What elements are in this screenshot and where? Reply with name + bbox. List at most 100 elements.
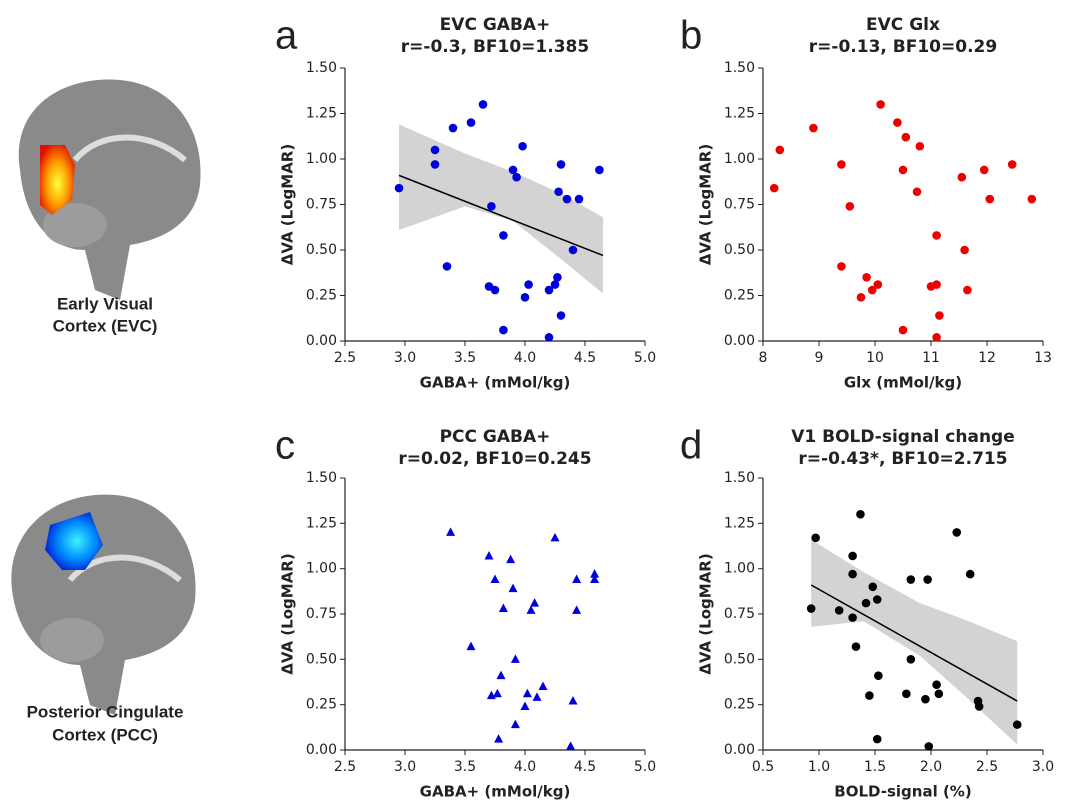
confidence-band — [399, 124, 603, 293]
point — [923, 575, 932, 584]
point — [856, 510, 865, 519]
point — [975, 702, 984, 711]
y-tick-label: 0.00 — [724, 333, 755, 349]
point — [595, 166, 604, 175]
point — [511, 720, 520, 729]
point — [575, 195, 584, 204]
point — [551, 533, 560, 542]
point — [848, 613, 857, 622]
x-axis-label: GABA+ (mMol/kg) — [420, 783, 571, 801]
point — [511, 654, 520, 663]
y-tick-label: 0.75 — [306, 197, 337, 213]
x-tick-label: 2.5 — [334, 759, 356, 775]
chart-subtitle: r=0.02, BF10=0.245 — [398, 449, 591, 469]
brain-evc — [19, 80, 201, 300]
point — [935, 689, 944, 698]
panel-letter: a — [275, 14, 298, 58]
point — [485, 551, 494, 560]
y-tick-label: 0.25 — [306, 288, 337, 304]
x-tick-label: 4.0 — [514, 350, 536, 366]
x-tick-label: 12 — [978, 350, 996, 366]
y-tick-label: 0.00 — [724, 742, 755, 758]
y-tick-label: 0.75 — [724, 197, 755, 213]
x-tick-label: 3.0 — [1032, 759, 1054, 775]
y-axis-label: ΔVA (LogMAR) — [279, 144, 297, 265]
panel-letter: b — [680, 14, 702, 58]
chart-subtitle: r=-0.43*, BF10=2.715 — [798, 449, 1007, 469]
brain-pcc — [11, 495, 195, 715]
point — [835, 606, 844, 615]
point — [497, 671, 506, 680]
point — [551, 280, 560, 289]
panel-letter: d — [680, 424, 702, 468]
x-tick-label: 13 — [1034, 350, 1052, 366]
y-tick-label: 0.75 — [724, 606, 755, 622]
point — [449, 124, 458, 133]
point — [554, 187, 563, 196]
point — [874, 671, 883, 680]
point — [963, 286, 972, 295]
point — [572, 575, 581, 584]
point — [837, 160, 846, 169]
y-tick-label: 1.25 — [306, 515, 337, 531]
point — [563, 195, 572, 204]
point — [1028, 195, 1037, 204]
region-label: Early Visual — [57, 294, 153, 313]
x-tick-label: 4.0 — [514, 759, 536, 775]
x-tick-label: 3.5 — [454, 759, 476, 775]
y-tick-label: 1.00 — [306, 151, 337, 167]
point — [572, 605, 581, 614]
point — [960, 246, 969, 255]
point — [893, 118, 902, 127]
point — [530, 598, 539, 607]
y-tick-label: 0.50 — [724, 651, 755, 667]
point — [566, 741, 575, 750]
y-tick-label: 1.50 — [724, 470, 755, 486]
x-tick-label: 8 — [759, 350, 768, 366]
point — [966, 570, 975, 579]
point — [899, 326, 908, 335]
point — [952, 528, 961, 537]
point — [499, 604, 508, 613]
point — [493, 689, 502, 698]
point — [868, 583, 877, 592]
x-tick-label: 4.5 — [574, 350, 596, 366]
x-tick-label: 1.0 — [808, 759, 830, 775]
chart-title: V1 BOLD-signal change — [791, 427, 1015, 447]
x-tick-label: 2.5 — [976, 759, 998, 775]
panel-letter: c — [275, 424, 295, 468]
x-tick-label: 11 — [922, 350, 940, 366]
x-tick-label: 2.5 — [334, 350, 356, 366]
y-tick-label: 0.50 — [306, 242, 337, 258]
point — [837, 262, 846, 271]
y-tick-label: 1.50 — [306, 470, 337, 486]
point — [518, 142, 527, 151]
point — [921, 695, 930, 704]
chart-title: PCC GABA+ — [440, 427, 551, 447]
point — [848, 552, 857, 561]
y-tick-label: 0.25 — [724, 288, 755, 304]
point — [431, 160, 440, 169]
y-tick-label: 1.50 — [724, 60, 755, 76]
point — [533, 692, 542, 701]
point — [527, 605, 536, 614]
y-tick-label: 0.00 — [306, 742, 337, 758]
point — [1013, 720, 1022, 729]
point — [553, 273, 562, 282]
y-tick-label: 0.50 — [724, 242, 755, 258]
point — [509, 166, 518, 175]
point — [846, 202, 855, 211]
point — [467, 118, 476, 127]
point — [932, 280, 941, 289]
x-tick-label: 1.5 — [864, 759, 886, 775]
point — [491, 286, 500, 295]
figure: Early Visual Cortex (EVC) Posterior Cing… — [0, 0, 1065, 805]
region-label: Cortex (EVC) — [53, 316, 158, 335]
y-axis-label: ΔVA (LogMAR) — [697, 553, 715, 674]
x-axis-label: Glx (mMol/kg) — [844, 374, 962, 392]
chart-subtitle: r=-0.13, BF10=0.29 — [809, 37, 997, 57]
y-tick-label: 0.00 — [306, 333, 337, 349]
point — [932, 333, 941, 342]
point — [865, 691, 874, 700]
point — [523, 689, 532, 698]
